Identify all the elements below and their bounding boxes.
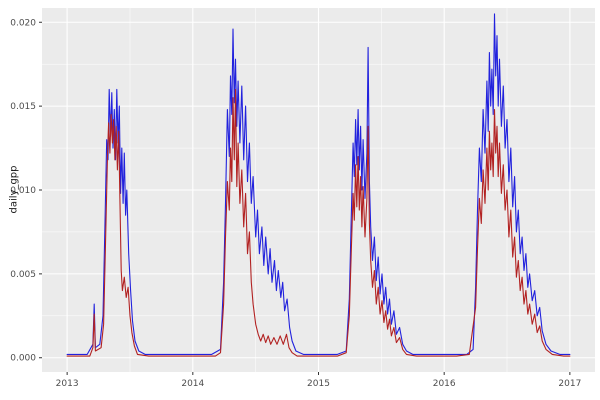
y-tick-label: 0.005: [10, 270, 36, 280]
y-tick-label: 0.020: [10, 18, 36, 28]
y-tick-label: 0.015: [10, 102, 36, 112]
y-tick-label: 0.010: [10, 186, 36, 196]
x-tick-label: 2015: [307, 379, 330, 389]
y-tick-label: 0.000: [10, 354, 36, 364]
x-tick-label: 2014: [181, 379, 204, 389]
x-tick-label: 2017: [558, 379, 581, 389]
series-red: [66, 88, 571, 357]
x-tick-label: 2013: [56, 379, 79, 389]
x-tick-label: 2016: [433, 379, 456, 389]
y-axis-title: daily_gpp: [8, 165, 20, 214]
